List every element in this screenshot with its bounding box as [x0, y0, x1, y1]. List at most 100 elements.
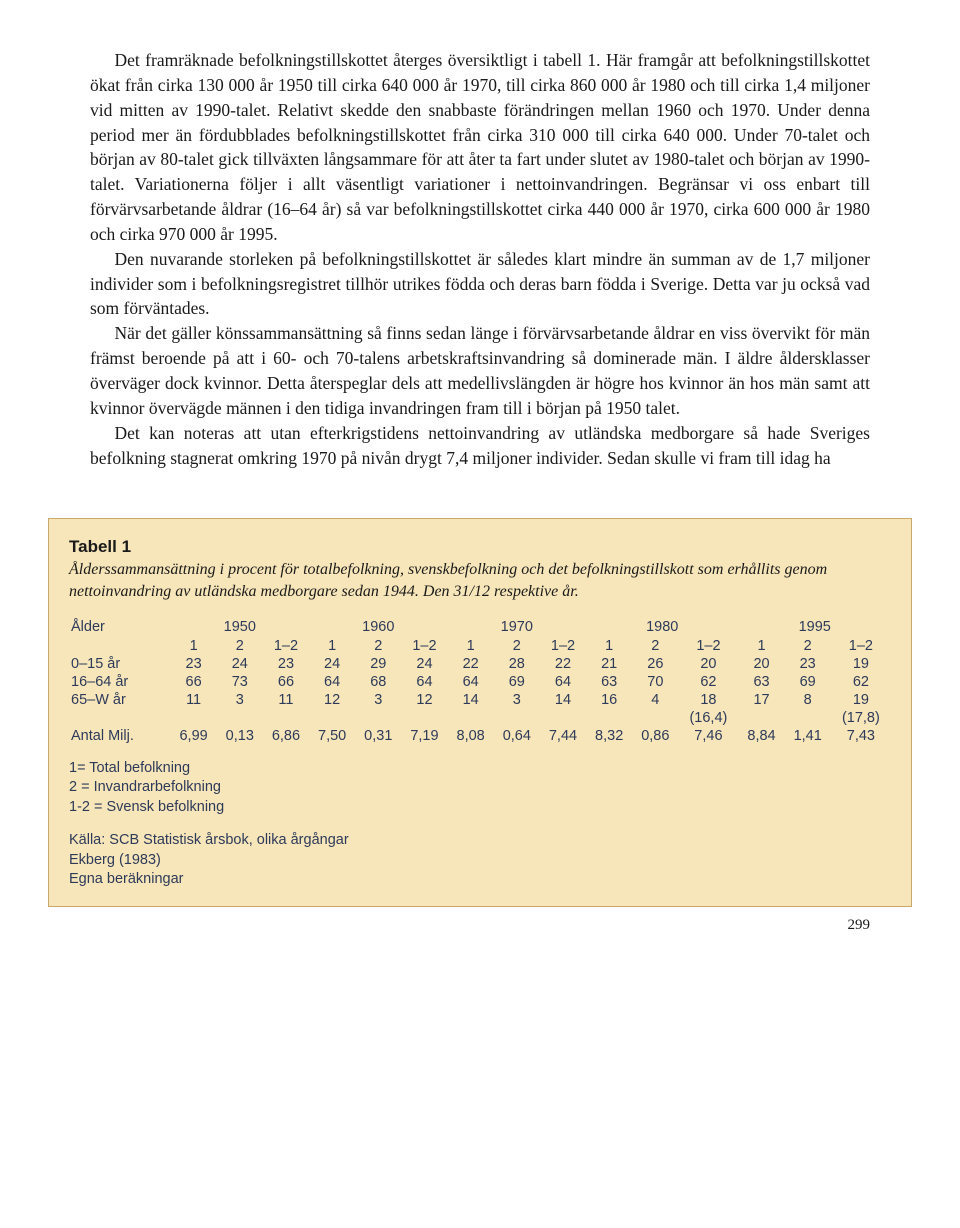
cell [540, 709, 586, 727]
cell: 12 [309, 691, 355, 709]
table-row: 65–W år 11 3 11 12 3 12 14 3 14 16 4 18 … [69, 691, 891, 709]
cell: 4 [632, 691, 678, 709]
year-1995: 1995 [738, 617, 891, 637]
cell: 66 [171, 673, 217, 691]
table-legend: 1= Total befolkning 2 = Invandrarbefolkn… [69, 759, 891, 818]
cell [738, 709, 784, 727]
cell: 18 [678, 691, 738, 709]
sub-2: 2 [632, 637, 678, 655]
row-label: 0–15 år [69, 655, 171, 673]
sub-2: 2 [217, 637, 263, 655]
table-caption: Ålderssammansättning i procent för total… [69, 559, 891, 602]
cell: 7,43 [831, 727, 891, 745]
cell: 0,31 [355, 727, 401, 745]
paragraph-2: Den nuvarande storleken på befolkningsti… [90, 247, 870, 322]
cell: 69 [785, 673, 831, 691]
sub-12: 1–2 [263, 637, 309, 655]
cell: 11 [171, 691, 217, 709]
table-row-antal: Antal Milj. 6,99 0,13 6,86 7,50 0,31 7,1… [69, 727, 891, 745]
table-paren-row: (16,4) (17,8) [69, 709, 891, 727]
body-text: Det framräknade befolkningstillskottet å… [90, 48, 870, 470]
cell: 6,86 [263, 727, 309, 745]
paragraph-3: När det gäller könssammansättning så fin… [90, 321, 870, 420]
cell: 7,50 [309, 727, 355, 745]
cell: 23 [785, 655, 831, 673]
source-line: Egna beräkningar [69, 870, 891, 890]
cell: 21 [586, 655, 632, 673]
table-1-box: Tabell 1 Ålderssammansättning i procent … [48, 518, 912, 907]
cell: 7,46 [678, 727, 738, 745]
cell: 68 [355, 673, 401, 691]
cell: (16,4) [678, 709, 738, 727]
legend-line: 1-2 = Svensk befolkning [69, 798, 891, 818]
year-1950: 1950 [171, 617, 310, 637]
row-label: 65–W år [69, 691, 171, 709]
sub-12: 1–2 [540, 637, 586, 655]
sub-2: 2 [355, 637, 401, 655]
year-1960: 1960 [309, 617, 448, 637]
year-1980: 1980 [586, 617, 738, 637]
cell: 0,64 [494, 727, 540, 745]
cell: 7,44 [540, 727, 586, 745]
sub-2: 2 [494, 637, 540, 655]
cell: 64 [448, 673, 494, 691]
cell: 23 [171, 655, 217, 673]
cell: 20 [738, 655, 784, 673]
row-label: 16–64 år [69, 673, 171, 691]
cell: 14 [540, 691, 586, 709]
cell: 3 [494, 691, 540, 709]
cell [401, 709, 447, 727]
cell: 14 [448, 691, 494, 709]
cell: 8,08 [448, 727, 494, 745]
cell: 17 [738, 691, 784, 709]
cell: 22 [448, 655, 494, 673]
sub-2: 2 [785, 637, 831, 655]
cell: 63 [586, 673, 632, 691]
cell: 64 [401, 673, 447, 691]
cell: 8,84 [738, 727, 784, 745]
cell: 6,99 [171, 727, 217, 745]
cell: 16 [586, 691, 632, 709]
cell [263, 709, 309, 727]
sub-1: 1 [448, 637, 494, 655]
cell [785, 709, 831, 727]
cell: 62 [831, 673, 891, 691]
cell: 0,13 [217, 727, 263, 745]
cell [494, 709, 540, 727]
table-header-years: Ålder 1950 1960 1970 1980 1995 [69, 617, 891, 637]
cell: 24 [401, 655, 447, 673]
cell: 64 [540, 673, 586, 691]
cell: 24 [309, 655, 355, 673]
cell: 1,41 [785, 727, 831, 745]
cell: 8,32 [586, 727, 632, 745]
table-header-subcols: 1 2 1–2 1 2 1–2 1 2 1–2 1 2 1–2 1 2 1–2 [69, 637, 891, 655]
cell: 73 [217, 673, 263, 691]
sub-12: 1–2 [678, 637, 738, 655]
legend-line: 2 = Invandrarbefolkning [69, 778, 891, 798]
cell: 8 [785, 691, 831, 709]
cell: 11 [263, 691, 309, 709]
cell: 62 [678, 673, 738, 691]
cell: 63 [738, 673, 784, 691]
sub-12: 1–2 [831, 637, 891, 655]
cell: 19 [831, 691, 891, 709]
cell: 64 [309, 673, 355, 691]
row-label-antal: Antal Milj. [69, 727, 171, 745]
source-line: Källa: SCB Statistisk årsbok, olika årgå… [69, 831, 891, 851]
table-sources: Källa: SCB Statistisk årsbok, olika årgå… [69, 831, 891, 890]
cell: 29 [355, 655, 401, 673]
cell: 22 [540, 655, 586, 673]
cell: 12 [401, 691, 447, 709]
cell [448, 709, 494, 727]
sub-1: 1 [309, 637, 355, 655]
cell [355, 709, 401, 727]
table-1: Ålder 1950 1960 1970 1980 1995 1 2 1–2 1… [69, 617, 891, 745]
cell: 70 [632, 673, 678, 691]
cell: 23 [263, 655, 309, 673]
cell [171, 709, 217, 727]
cell: 3 [355, 691, 401, 709]
cell: 26 [632, 655, 678, 673]
cell: 3 [217, 691, 263, 709]
cell: 20 [678, 655, 738, 673]
source-line: Ekberg (1983) [69, 851, 891, 871]
